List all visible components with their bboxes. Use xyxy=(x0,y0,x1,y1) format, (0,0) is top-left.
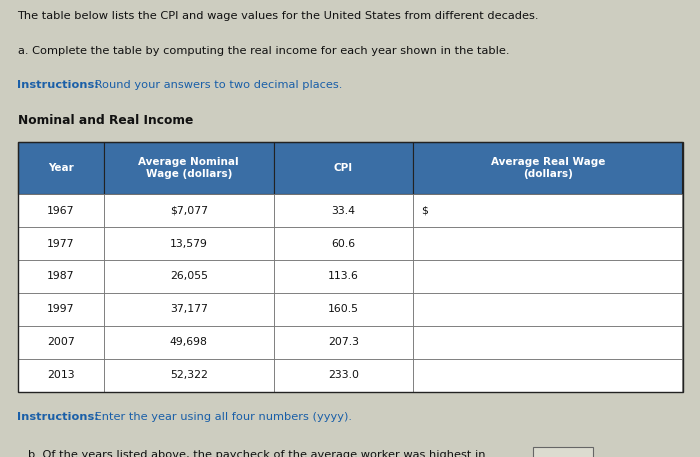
Text: Year: Year xyxy=(48,163,74,173)
Text: 1997: 1997 xyxy=(47,304,74,314)
FancyBboxPatch shape xyxy=(413,326,682,359)
Text: 113.6: 113.6 xyxy=(328,271,359,282)
FancyBboxPatch shape xyxy=(413,359,682,392)
FancyBboxPatch shape xyxy=(104,142,274,194)
FancyBboxPatch shape xyxy=(274,142,413,194)
FancyBboxPatch shape xyxy=(274,260,413,293)
Text: 233.0: 233.0 xyxy=(328,370,359,380)
FancyBboxPatch shape xyxy=(274,326,413,359)
FancyBboxPatch shape xyxy=(18,260,104,293)
Text: The table below lists the CPI and wage values for the United States from differe: The table below lists the CPI and wage v… xyxy=(18,11,539,21)
FancyBboxPatch shape xyxy=(18,359,104,392)
Text: a. Complete the table by computing the real income for each year shown in the ta: a. Complete the table by computing the r… xyxy=(18,46,509,56)
Text: 160.5: 160.5 xyxy=(328,304,359,314)
FancyBboxPatch shape xyxy=(413,142,682,194)
FancyBboxPatch shape xyxy=(104,326,274,359)
Text: 37,177: 37,177 xyxy=(170,304,208,314)
FancyBboxPatch shape xyxy=(413,194,682,227)
Text: CPI: CPI xyxy=(334,163,353,173)
FancyBboxPatch shape xyxy=(274,194,413,227)
FancyBboxPatch shape xyxy=(104,260,274,293)
Text: Nominal and Real Income: Nominal and Real Income xyxy=(18,114,193,127)
Text: Round your answers to two decimal places.: Round your answers to two decimal places… xyxy=(91,80,342,90)
Text: 2007: 2007 xyxy=(47,337,75,347)
Text: Enter the year using all four numbers (yyyy).: Enter the year using all four numbers (y… xyxy=(91,412,352,422)
FancyBboxPatch shape xyxy=(413,293,682,326)
Text: 52,322: 52,322 xyxy=(170,370,208,380)
Text: .: . xyxy=(596,450,599,457)
FancyBboxPatch shape xyxy=(18,142,104,194)
FancyBboxPatch shape xyxy=(18,227,104,260)
Text: 13,579: 13,579 xyxy=(170,239,208,249)
Text: Instructions:: Instructions: xyxy=(18,80,99,90)
Text: 33.4: 33.4 xyxy=(331,206,356,216)
Text: 60.6: 60.6 xyxy=(331,239,356,249)
FancyBboxPatch shape xyxy=(413,260,682,293)
FancyBboxPatch shape xyxy=(274,227,413,260)
FancyBboxPatch shape xyxy=(18,194,104,227)
FancyBboxPatch shape xyxy=(18,326,104,359)
Text: $: $ xyxy=(421,206,428,216)
Text: 1967: 1967 xyxy=(47,206,74,216)
Text: 2013: 2013 xyxy=(47,370,74,380)
Text: Average Real Wage
(dollars): Average Real Wage (dollars) xyxy=(491,157,605,179)
FancyBboxPatch shape xyxy=(104,227,274,260)
Text: 26,055: 26,055 xyxy=(169,271,208,282)
Text: 49,698: 49,698 xyxy=(170,337,208,347)
FancyBboxPatch shape xyxy=(18,293,104,326)
FancyBboxPatch shape xyxy=(104,293,274,326)
Text: $7,077: $7,077 xyxy=(169,206,208,216)
Text: Instructions:: Instructions: xyxy=(18,412,99,422)
FancyBboxPatch shape xyxy=(104,194,274,227)
Text: 1977: 1977 xyxy=(47,239,74,249)
FancyBboxPatch shape xyxy=(104,359,274,392)
Text: 1987: 1987 xyxy=(47,271,74,282)
Text: Average Nominal
Wage (dollars): Average Nominal Wage (dollars) xyxy=(139,157,239,179)
Text: b. Of the years listed above, the paycheck of the average worker was highest in: b. Of the years listed above, the payche… xyxy=(28,450,486,457)
FancyBboxPatch shape xyxy=(533,447,593,457)
FancyBboxPatch shape xyxy=(274,293,413,326)
FancyBboxPatch shape xyxy=(413,227,682,260)
FancyBboxPatch shape xyxy=(274,359,413,392)
Text: 207.3: 207.3 xyxy=(328,337,359,347)
